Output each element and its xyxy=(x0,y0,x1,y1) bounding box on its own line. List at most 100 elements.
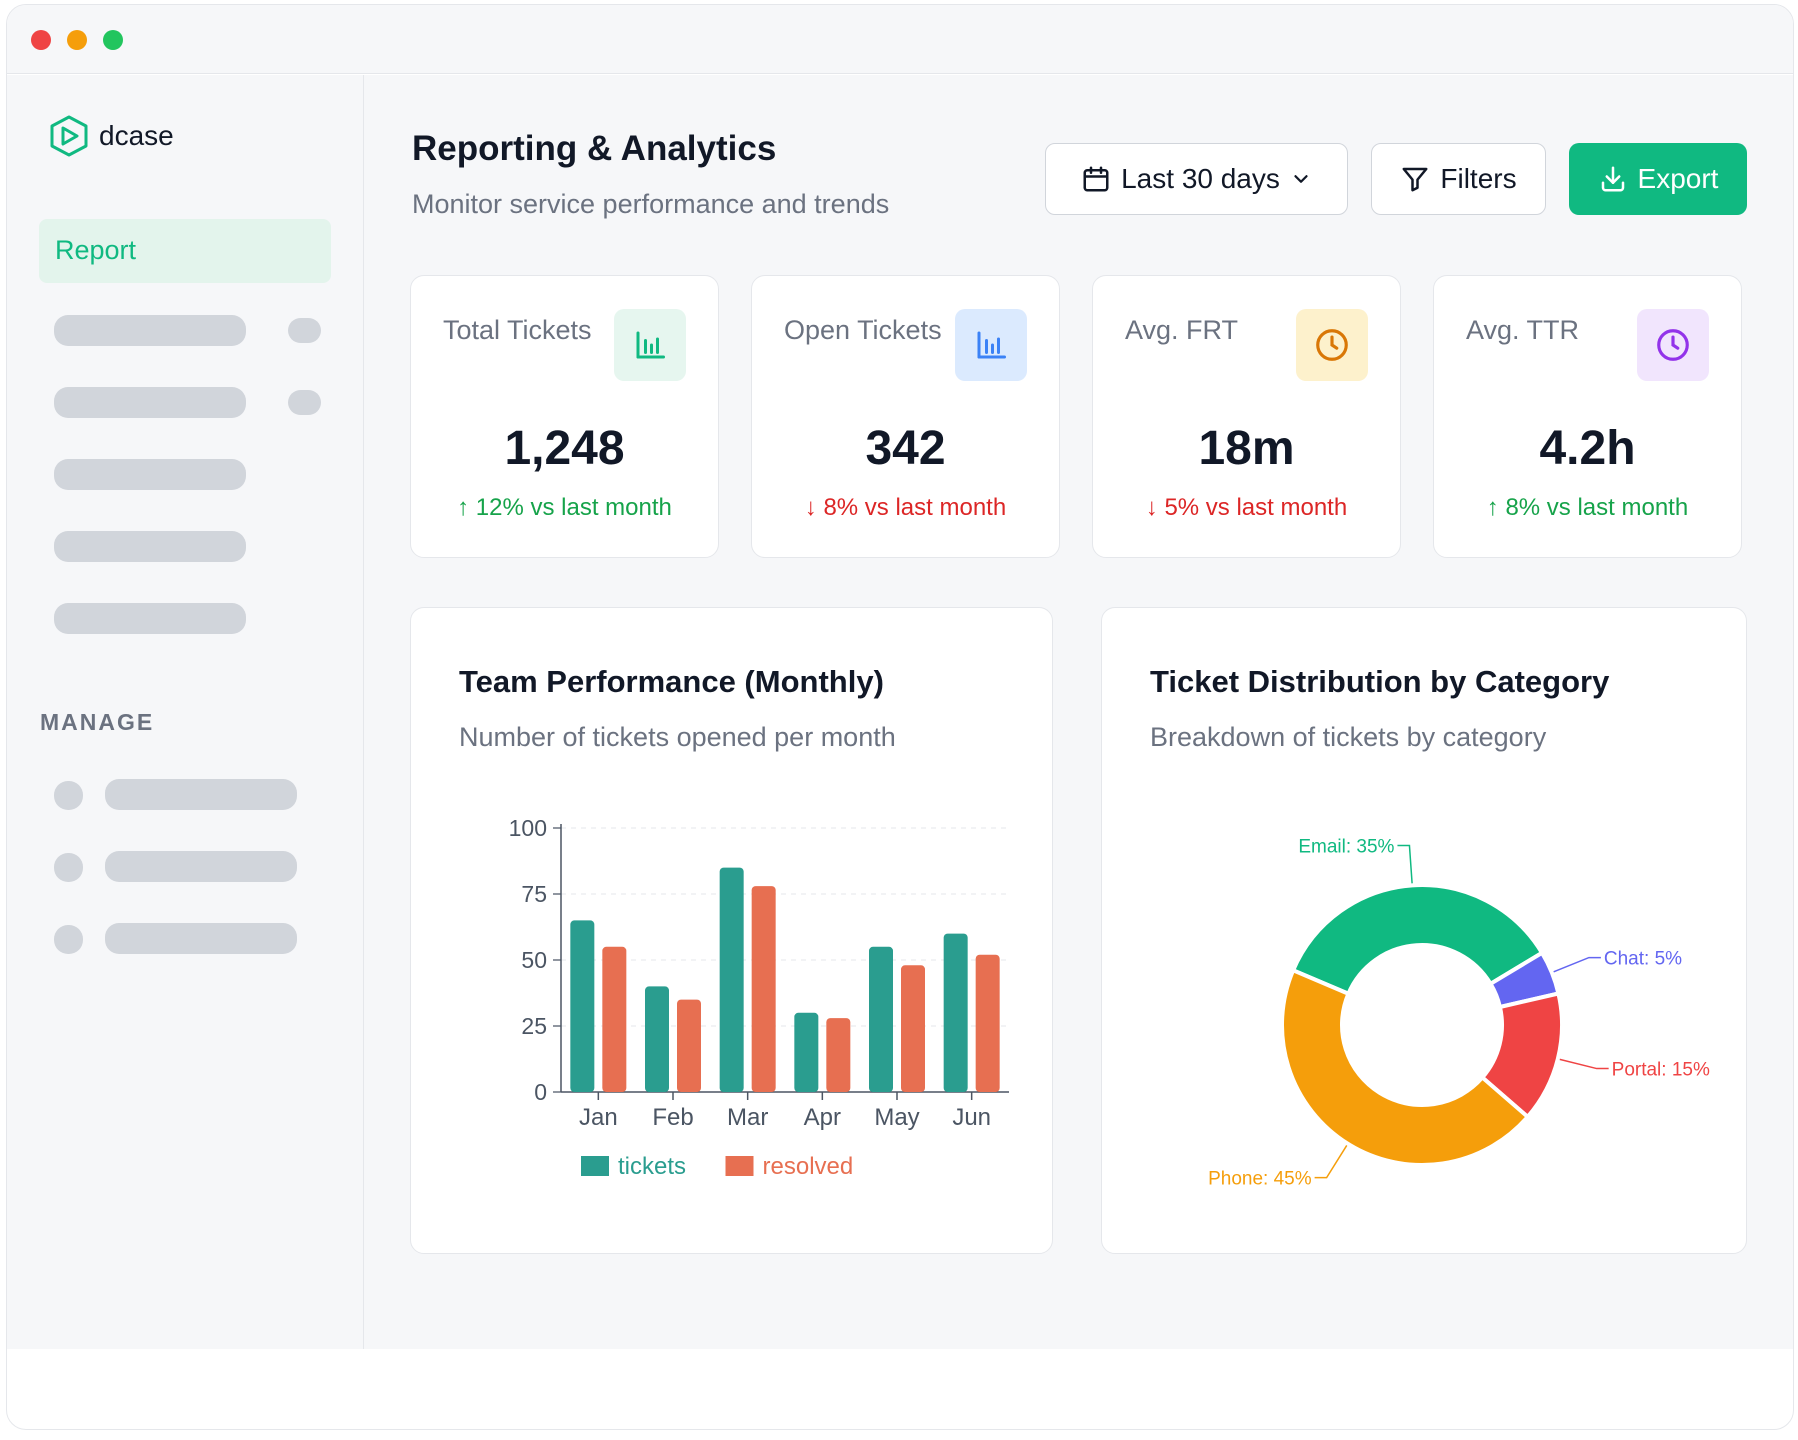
arrow-up-icon: ↑ xyxy=(1486,494,1499,521)
logo[interactable]: dcase xyxy=(49,115,174,157)
stat-change: ↑ 8% vs last month xyxy=(1434,494,1741,522)
maximize-window-button[interactable] xyxy=(103,30,123,50)
sidebar-item-placeholder[interactable] xyxy=(105,923,297,954)
team-performance-card: Team Performance (Monthly) Number of tic… xyxy=(410,607,1053,1254)
x-tick-label: Mar xyxy=(727,1104,768,1131)
sidebar-item-placeholder[interactable] xyxy=(105,779,297,810)
close-window-button[interactable] xyxy=(31,30,51,50)
slice-label: Phone: 45% xyxy=(1208,1169,1312,1190)
bar-tickets xyxy=(943,933,968,1092)
clock-icon xyxy=(1296,309,1368,381)
slice-label: Chat: 5% xyxy=(1604,949,1682,970)
y-tick-label: 0 xyxy=(534,1079,547,1105)
title-bar xyxy=(7,5,1793,74)
y-tick-label: 100 xyxy=(509,815,547,841)
slice-label: Portal: 15% xyxy=(1612,1060,1710,1081)
export-label: Export xyxy=(1637,163,1719,194)
slice-email xyxy=(1290,883,1545,997)
bar-tickets xyxy=(570,920,595,1092)
download-icon xyxy=(1601,166,1624,192)
slice-label-line xyxy=(1553,956,1601,973)
arrow-up-icon: ↑ xyxy=(457,494,470,521)
sidebar-badge-placeholder xyxy=(288,390,321,415)
sidebar-item-placeholder[interactable] xyxy=(54,315,246,346)
y-tick-label: 25 xyxy=(521,1013,547,1039)
slice-phone xyxy=(1280,967,1531,1167)
chart-title: Ticket Distribution by Category xyxy=(1150,664,1610,699)
legend-swatch xyxy=(725,1156,754,1176)
calendar-icon xyxy=(1083,166,1109,192)
bar-resolved xyxy=(677,999,701,1092)
stat-change: ↓ 8% vs last month xyxy=(752,494,1059,522)
sidebar-item-placeholder[interactable] xyxy=(54,459,246,490)
stat-change-text: 8% vs last month xyxy=(823,494,1007,521)
bar-tickets xyxy=(794,1012,819,1092)
sidebar-icon-placeholder xyxy=(54,781,83,810)
bar-chart-icon xyxy=(955,309,1027,381)
sidebar: dcase Report MANAGE xyxy=(7,75,364,1349)
x-tick-label: Apr xyxy=(804,1104,841,1131)
chart-title: Team Performance (Monthly) xyxy=(459,664,884,699)
filter-icon xyxy=(1402,167,1428,192)
stat-change-text: 12% vs last month xyxy=(475,494,672,521)
sidebar-item-placeholder[interactable] xyxy=(54,387,246,418)
stat-change-text: 5% vs last month xyxy=(1164,494,1348,521)
arrow-down-icon: ↓ xyxy=(804,494,817,521)
stat-change: ↑ 12% vs last month xyxy=(411,494,718,522)
filters-button[interactable]: Filters xyxy=(1371,143,1546,215)
bar-resolved xyxy=(975,954,1000,1092)
slice-label-line xyxy=(1559,1058,1609,1070)
y-tick-label: 75 xyxy=(521,881,547,907)
chart-subtitle: Number of tickets opened per month xyxy=(459,722,896,752)
export-button[interactable]: Export xyxy=(1569,143,1747,215)
ticket-distribution-chart: Email: 35% Chat: 5% Portal: 15% Phone: 45% xyxy=(1208,836,1710,1190)
bar-chart-icon xyxy=(614,309,686,381)
sidebar-icon-placeholder xyxy=(54,925,83,954)
ticket-distribution-card: Ticket Distribution by Category Breakdow… xyxy=(1101,607,1747,1254)
minimize-window-button[interactable] xyxy=(67,30,87,50)
sidebar-icon-placeholder xyxy=(54,853,83,882)
stat-label: Avg. FRT xyxy=(1125,315,1239,345)
sidebar-item-placeholder[interactable] xyxy=(105,851,297,882)
filters-label: Filters xyxy=(1440,163,1517,194)
date-range-label: Last 30 days xyxy=(1121,163,1280,194)
bar-tickets xyxy=(645,986,669,1092)
sidebar-item-label: Report xyxy=(55,235,137,265)
bar-resolved xyxy=(602,946,627,1092)
page-subtitle: Monitor service performance and trends xyxy=(412,189,890,219)
legend-label: resolved xyxy=(763,1153,854,1180)
stat-card-total-tickets: Total Tickets 1,248 ↑ 12% vs last month xyxy=(410,275,719,558)
slice-label: Email: 35% xyxy=(1298,836,1394,857)
bar-tickets xyxy=(869,946,893,1092)
chevron-down-icon xyxy=(1294,175,1308,183)
x-tick-label: Feb xyxy=(652,1104,693,1131)
stat-value: 1,248 xyxy=(504,422,625,475)
stat-change: ↓ 5% vs last month xyxy=(1093,494,1400,522)
date-range-dropdown[interactable]: Last 30 days xyxy=(1045,143,1348,215)
bar-resolved xyxy=(901,965,925,1092)
sidebar-item-placeholder[interactable] xyxy=(54,531,246,562)
bar-resolved xyxy=(826,1018,851,1092)
logo-icon xyxy=(50,115,88,157)
sidebar-item-placeholder[interactable] xyxy=(54,603,246,634)
legend-swatch xyxy=(581,1156,609,1176)
app-body: dcase Report MANAGE Reporting & Analytic… xyxy=(7,75,1793,1349)
stat-card-avg-frt: Avg. FRT 18m ↓ 5% vs last month xyxy=(1092,275,1401,558)
stat-value: 4.2h xyxy=(1539,422,1636,475)
bar-resolved xyxy=(751,886,776,1092)
x-tick-label: Jan xyxy=(579,1104,618,1131)
stat-label: Avg. TTR xyxy=(1466,315,1580,345)
sidebar-badge-placeholder xyxy=(288,318,321,343)
team-performance-chart: 0 25 50 75 100 Jan Feb Mar Apr May Jun tickets resol… xyxy=(509,815,1009,1180)
chart-subtitle: Breakdown of tickets by category xyxy=(1150,722,1547,752)
slice-label-line xyxy=(1397,844,1413,884)
legend-label: tickets xyxy=(618,1153,686,1180)
stat-value: 342 xyxy=(865,422,946,475)
y-tick-label: 50 xyxy=(521,947,547,973)
sidebar-item-report[interactable]: Report xyxy=(39,219,331,283)
stat-value: 18m xyxy=(1198,422,1295,475)
stat-label: Open Tickets xyxy=(784,315,942,345)
sidebar-section-manage: MANAGE xyxy=(40,709,155,735)
bar-tickets xyxy=(719,867,744,1092)
stat-change-text: 8% vs last month xyxy=(1505,494,1689,521)
